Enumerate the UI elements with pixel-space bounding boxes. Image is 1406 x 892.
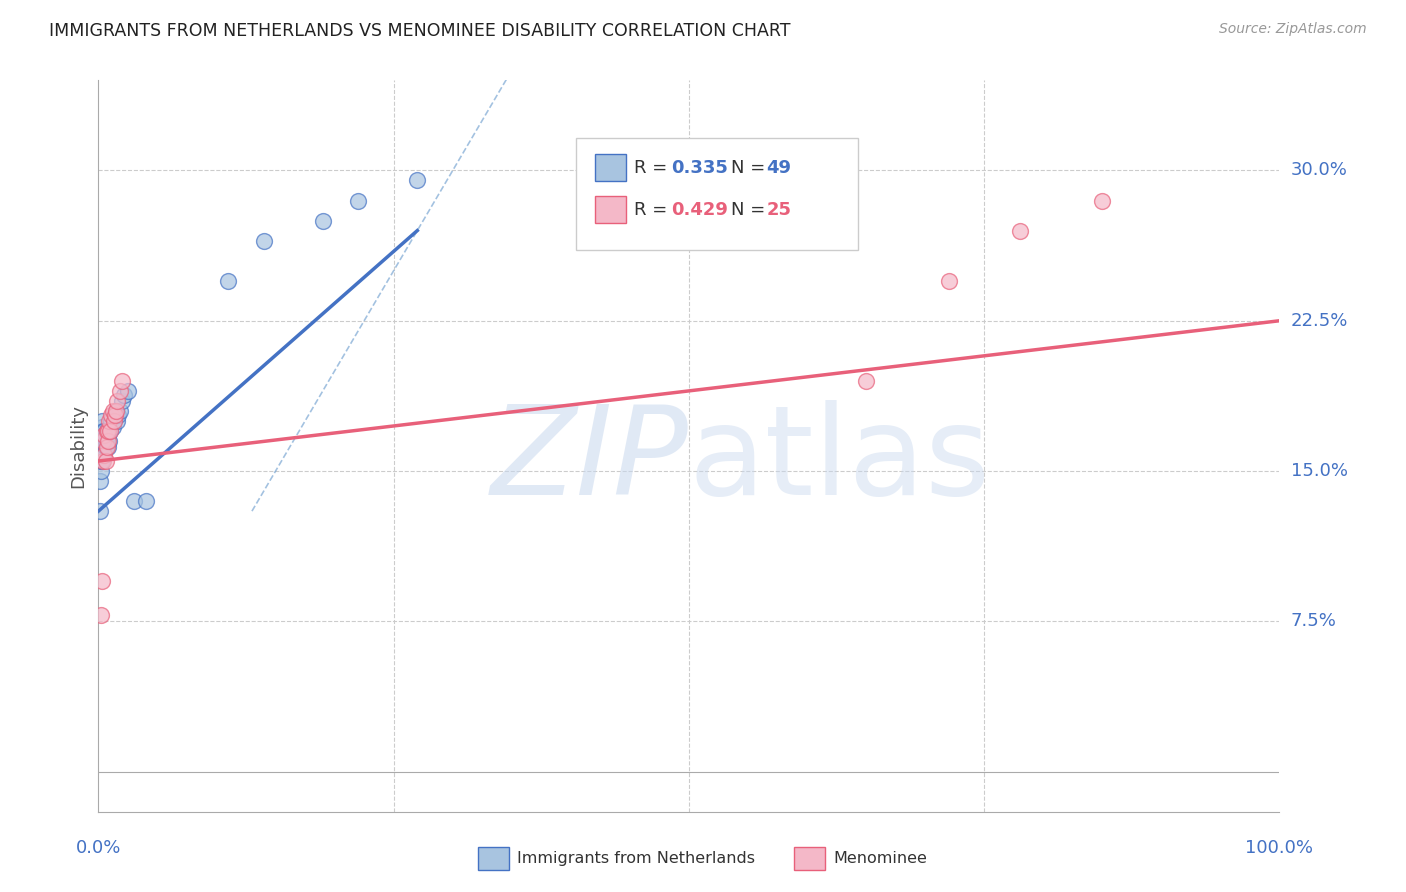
Point [105, 404, 128, 418]
Text: R =: R = [634, 201, 673, 219]
Point [104, 408, 127, 422]
Point [111, 374, 134, 388]
Point [91, 434, 114, 448]
Point [90, 444, 112, 458]
Point [938, 274, 960, 288]
Point [93, 434, 115, 448]
Point [94, 434, 117, 448]
Point [101, 404, 124, 418]
Point [91, 444, 114, 458]
Point [91, 448, 114, 462]
Point [101, 420, 124, 434]
Point [90, 434, 112, 448]
Text: Immigrants from Netherlands: Immigrants from Netherlands [517, 851, 755, 865]
Point [91, 428, 114, 442]
Point [98, 424, 121, 438]
Point [91, 420, 114, 434]
Text: N =: N = [731, 159, 770, 177]
Point [108, 384, 131, 398]
Point [406, 173, 429, 187]
Point [217, 274, 239, 288]
Point [112, 388, 135, 402]
Point [96, 440, 118, 454]
Point [347, 194, 370, 208]
Point [97, 424, 120, 438]
Point [1008, 223, 1031, 237]
Point [94, 440, 117, 454]
Point [855, 374, 877, 388]
Point [117, 384, 139, 398]
Point [94, 428, 117, 442]
Point [108, 404, 131, 418]
Point [93, 424, 115, 438]
Point [96, 424, 118, 438]
Point [104, 408, 127, 422]
Point [105, 393, 128, 408]
Point [90, 454, 112, 468]
Point [100, 408, 122, 422]
Point [91, 428, 114, 442]
Point [96, 434, 118, 448]
Point [100, 414, 122, 428]
Text: 30.0%: 30.0% [1291, 161, 1347, 179]
Point [103, 414, 125, 428]
Point [122, 494, 145, 508]
Point [111, 393, 134, 408]
Point [98, 414, 121, 428]
Point [103, 414, 125, 428]
Text: atlas: atlas [689, 401, 991, 521]
Point [93, 428, 115, 442]
Point [98, 434, 121, 448]
Text: R =: R = [634, 159, 673, 177]
Text: 49: 49 [766, 159, 792, 177]
Point [105, 414, 128, 428]
Y-axis label: Disability: Disability [69, 404, 87, 488]
Point [93, 428, 115, 442]
Point [91, 414, 114, 428]
Point [90, 608, 112, 623]
Point [93, 438, 115, 452]
Text: Source: ZipAtlas.com: Source: ZipAtlas.com [1219, 22, 1367, 37]
Point [96, 424, 118, 438]
Text: 7.5%: 7.5% [1291, 612, 1337, 631]
Point [253, 234, 276, 248]
Point [91, 454, 114, 468]
Point [91, 424, 114, 438]
Point [135, 494, 157, 508]
Text: 22.5%: 22.5% [1291, 311, 1348, 330]
Text: IMMIGRANTS FROM NETHERLANDS VS MENOMINEE DISABILITY CORRELATION CHART: IMMIGRANTS FROM NETHERLANDS VS MENOMINEE… [49, 22, 790, 40]
Point [91, 434, 114, 448]
Point [89, 474, 111, 488]
Point [97, 428, 120, 442]
Point [97, 434, 120, 448]
Text: 100.0%: 100.0% [1246, 839, 1313, 857]
Point [91, 434, 114, 448]
Text: 0.0%: 0.0% [76, 839, 121, 857]
Point [91, 574, 114, 589]
Point [90, 464, 112, 478]
Point [1091, 194, 1114, 208]
Point [98, 424, 121, 438]
Text: ZIP: ZIP [491, 401, 689, 521]
Point [93, 448, 115, 462]
Point [89, 504, 111, 518]
Point [91, 454, 114, 468]
Text: 25: 25 [766, 201, 792, 219]
Text: N =: N = [731, 201, 770, 219]
Point [107, 408, 129, 422]
Point [91, 440, 114, 454]
Point [93, 444, 115, 458]
Text: 0.429: 0.429 [671, 201, 727, 219]
Point [97, 440, 120, 454]
Text: 0.335: 0.335 [671, 159, 727, 177]
Text: Menominee: Menominee [834, 851, 928, 865]
Text: 15.0%: 15.0% [1291, 462, 1347, 480]
Point [105, 404, 128, 418]
Point [312, 213, 335, 227]
Point [94, 454, 117, 468]
